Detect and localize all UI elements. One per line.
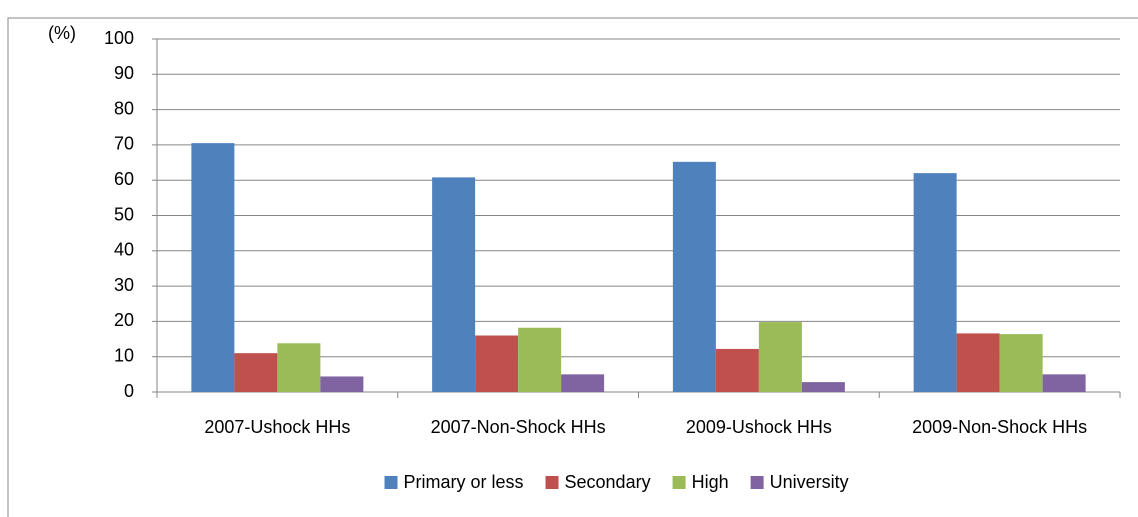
y-tick-label: 50: [114, 204, 134, 224]
bar: [475, 335, 519, 392]
bar: [913, 173, 957, 392]
bar: [1042, 374, 1086, 392]
x-tick-label: 2007-Non-Shock HHs: [431, 417, 606, 437]
y-tick-label: 100: [104, 28, 134, 48]
legend-label: Primary or less: [404, 472, 524, 492]
bar: [518, 327, 562, 392]
bar: [432, 177, 476, 392]
bar: [956, 333, 1000, 392]
legend-swatch: [750, 476, 764, 489]
bar: [277, 343, 321, 392]
y-tick-label: 70: [114, 134, 134, 154]
y-tick-label: 60: [114, 169, 134, 189]
bar: [320, 376, 364, 392]
legend-label: High: [692, 472, 729, 492]
bar: [715, 348, 759, 392]
y-tick-label: 10: [114, 345, 134, 365]
y-tick-label: 80: [114, 98, 134, 118]
x-tick-label: 2009-Non-Shock HHs: [912, 417, 1087, 437]
y-tick-label: 90: [114, 63, 134, 83]
legend-label: Secondary: [565, 472, 651, 492]
bar: [801, 382, 845, 392]
legend-swatch: [545, 476, 559, 489]
chart-frame: [7, 17, 1138, 517]
y-tick-label: 20: [114, 310, 134, 330]
y-tick-label: 40: [114, 240, 134, 260]
y-tick-label: 0: [124, 381, 134, 401]
bar: [672, 161, 716, 392]
y-tick-label: 30: [114, 275, 134, 295]
bar: [191, 143, 235, 392]
x-tick-label: 2007-Ushock HHs: [204, 417, 350, 437]
bar: [758, 322, 802, 392]
legend-swatch: [672, 476, 686, 489]
bar: [561, 374, 605, 392]
y-axis-label: (%): [48, 23, 76, 43]
legend-swatch: [384, 476, 398, 489]
bar: [999, 334, 1043, 392]
bar: [234, 353, 278, 392]
legend-label: University: [770, 472, 849, 492]
x-tick-label: 2009-Ushock HHs: [686, 417, 832, 437]
